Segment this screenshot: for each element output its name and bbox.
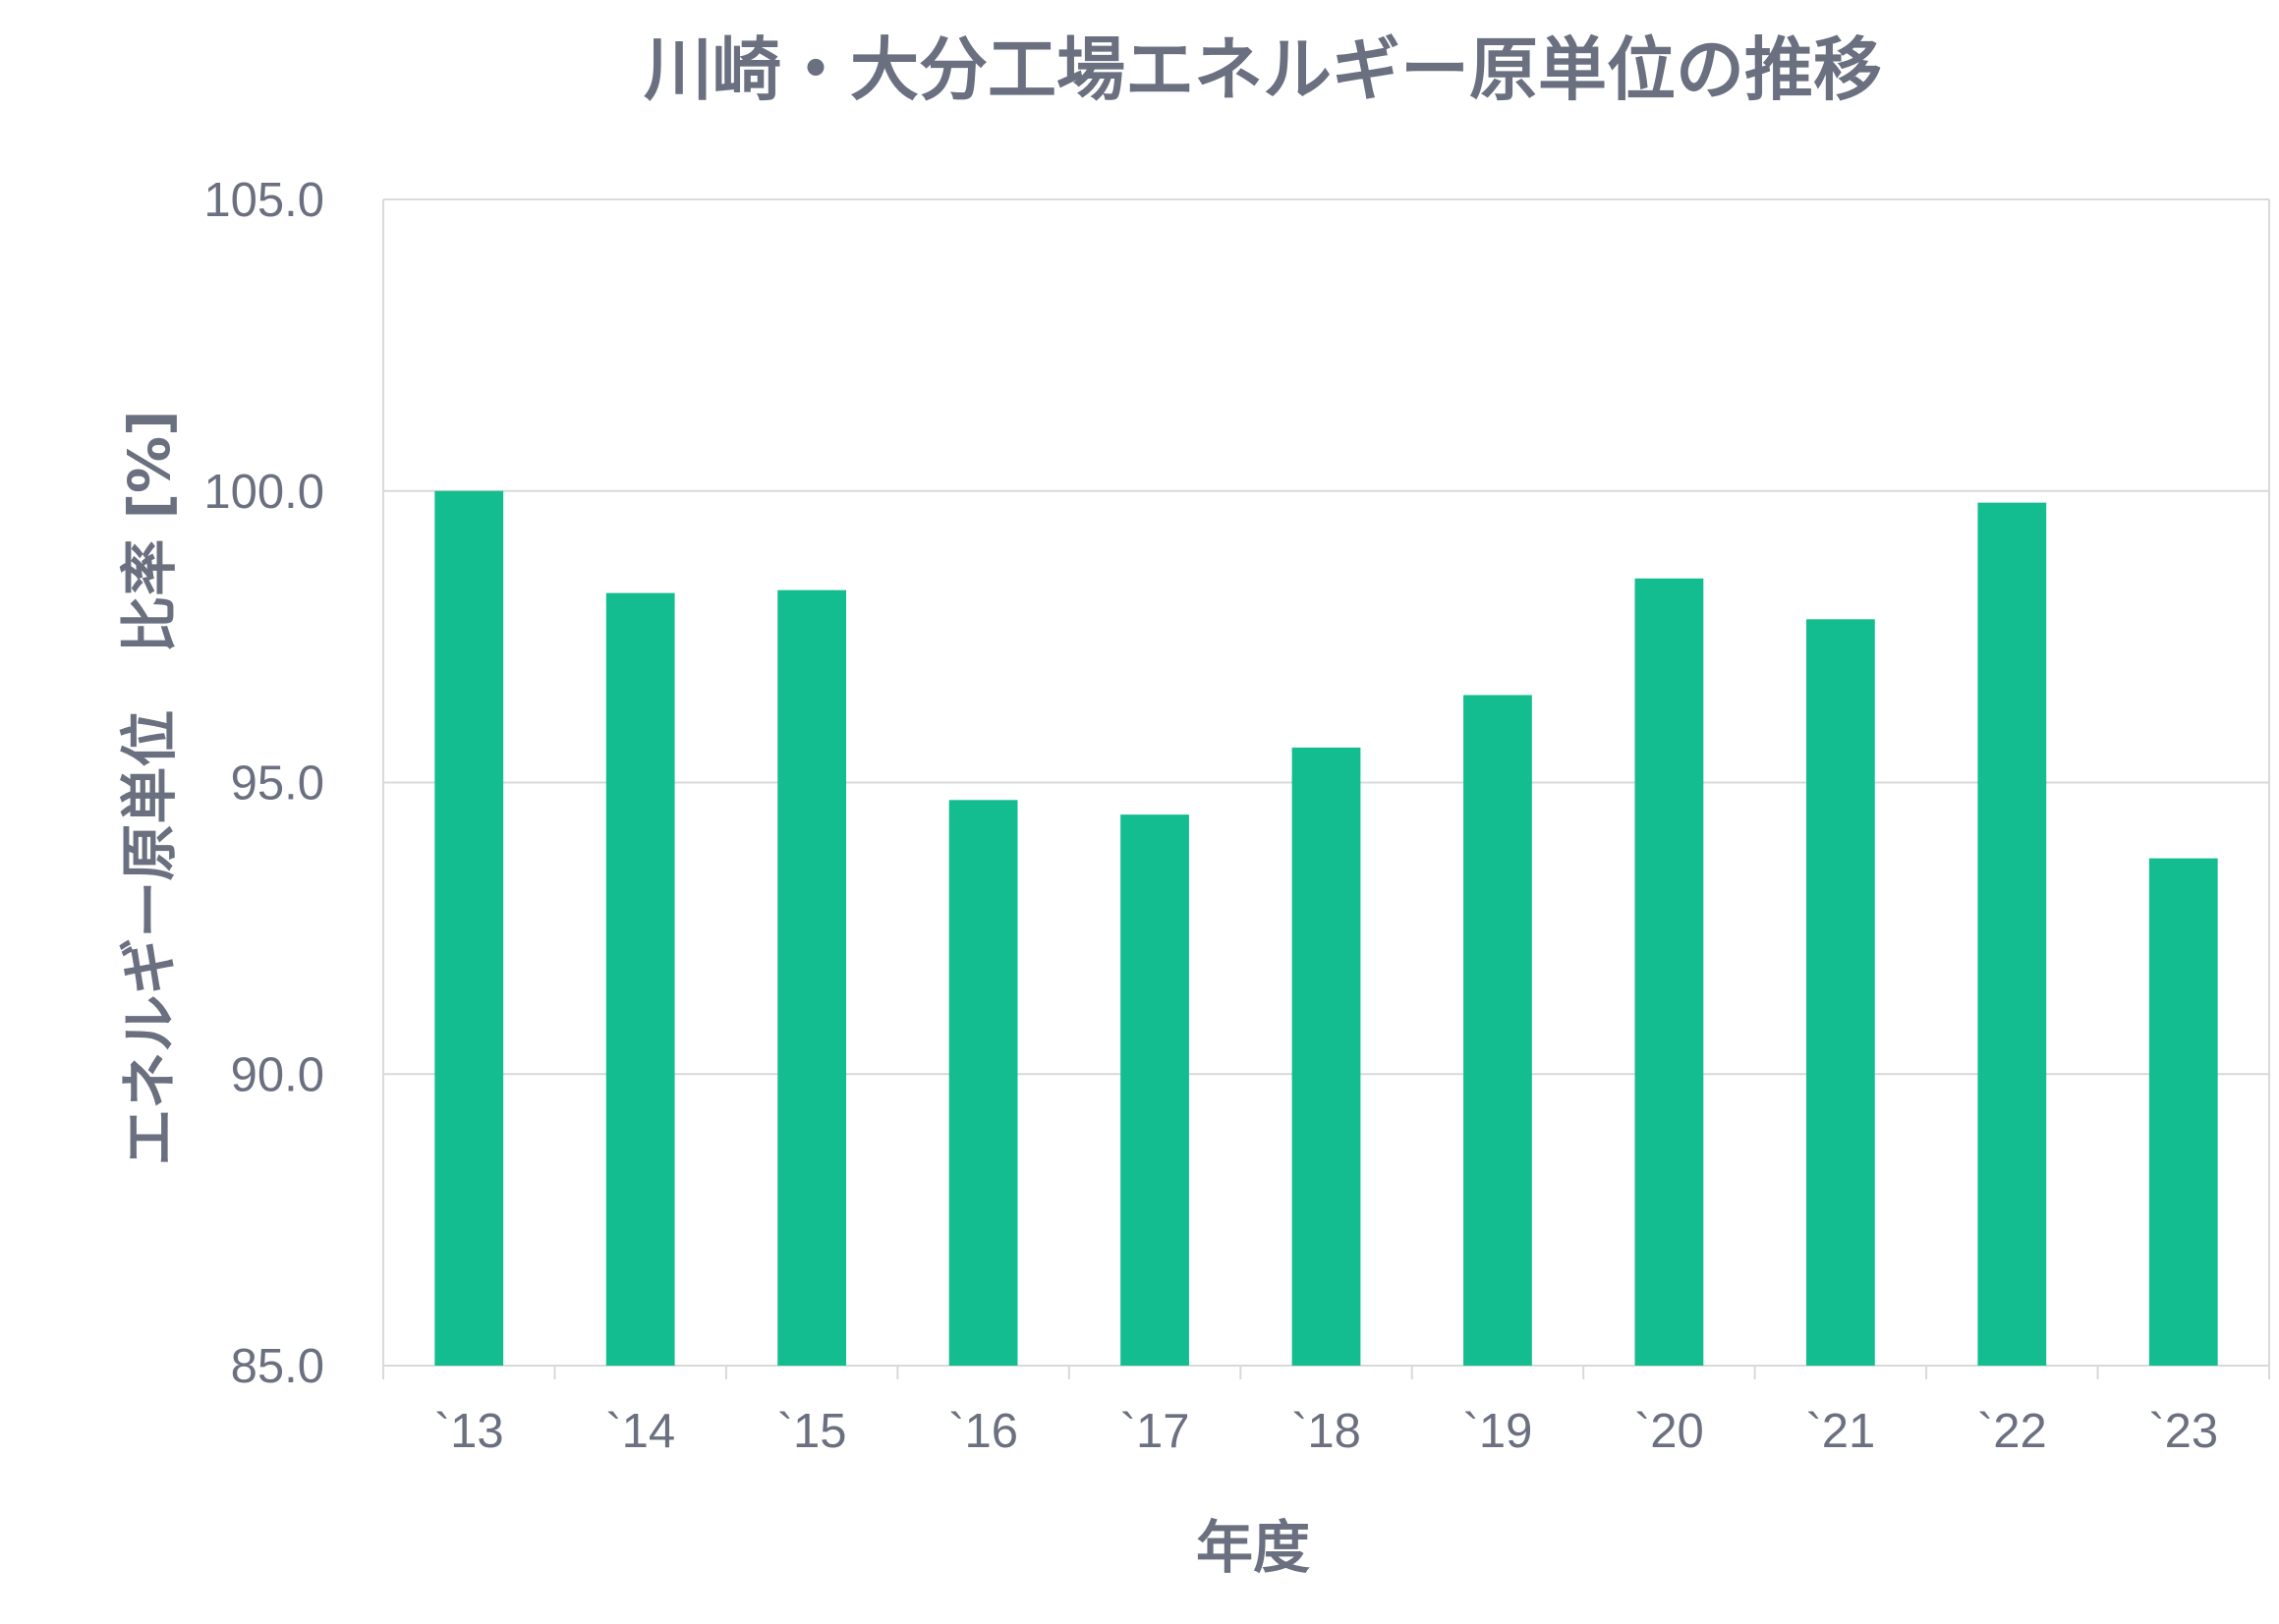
y-tick-label: 105.0 — [203, 174, 324, 227]
x-tick-label: `13 — [434, 1405, 504, 1458]
y-axis-title: エネルギー原単位 比率 [%] — [116, 410, 183, 1165]
bar — [1634, 578, 1704, 1366]
bar — [1120, 814, 1189, 1366]
x-axis-tick-labels: `13 `14 `15 `16 `17 `18 `19 `20 `21 `22 `23 — [434, 1405, 2218, 1458]
x-tick-label: `18 — [1291, 1405, 1361, 1458]
x-tick-label: `19 — [1463, 1405, 1533, 1458]
bar — [1291, 747, 1361, 1366]
y-tick-label: 100.0 — [203, 466, 324, 519]
y-axis-tick-labels: 85.0 90.0 95.0 100.0 105.0 — [203, 174, 324, 1393]
bar — [1977, 502, 2047, 1366]
x-tick-label: `14 — [605, 1405, 675, 1458]
x-tick-label: `21 — [1805, 1405, 1875, 1458]
x-tick-label: `16 — [948, 1405, 1018, 1458]
bar — [2148, 858, 2218, 1366]
x-tick-label: `17 — [1120, 1405, 1190, 1458]
bar — [777, 589, 847, 1366]
y-tick-label: 95.0 — [231, 757, 324, 811]
x-tick-label: `20 — [1634, 1405, 1704, 1458]
bar — [1805, 619, 1875, 1366]
x-tick-label: `23 — [2148, 1405, 2218, 1458]
bar — [1463, 695, 1532, 1366]
y-tick-label: 90.0 — [231, 1048, 324, 1101]
chart-title: 川崎・大分工場エネルギー原単位の推移 — [644, 29, 1882, 110]
bar — [948, 800, 1018, 1366]
bar — [605, 592, 675, 1366]
y-tick-label: 85.0 — [231, 1340, 324, 1393]
x-axis-title: 年度 — [1196, 1514, 1310, 1581]
x-tick-label: `22 — [1977, 1405, 2047, 1458]
x-tick-label: `15 — [777, 1405, 847, 1458]
bars — [434, 490, 2218, 1366]
bar — [434, 490, 504, 1366]
